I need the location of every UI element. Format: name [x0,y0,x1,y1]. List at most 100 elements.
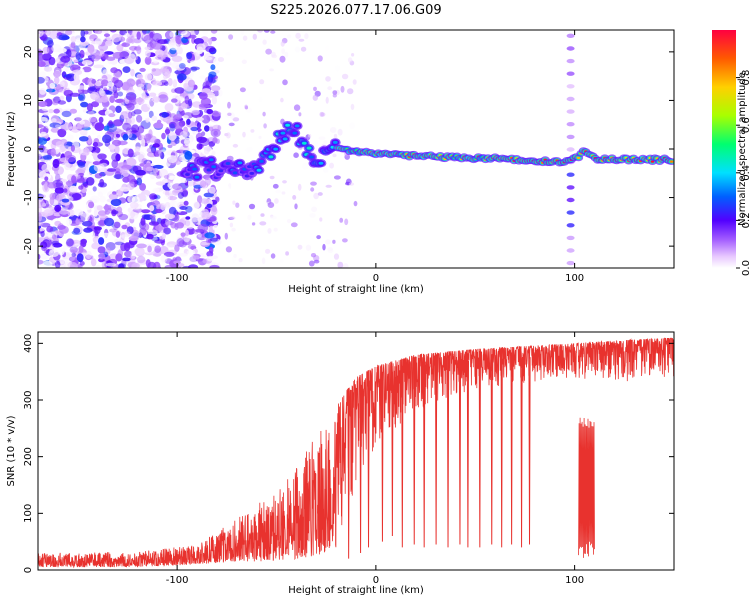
speckle-mark [113,91,119,99]
speckle-mark [102,134,112,144]
speckle-mark [233,253,237,258]
speckle-mark [319,111,325,117]
speckle-mark [282,79,288,86]
speckle-mark [186,52,193,60]
speckle-mark [91,152,99,157]
speckle-mark [151,78,157,86]
speckle-mark [42,53,52,61]
speckle-mark [101,261,107,268]
speckle-mark [196,136,208,143]
speckle-mark [130,211,136,218]
speckle-mark [286,219,292,224]
speckle-mark [186,250,196,255]
speckle-mark [271,125,276,132]
speckle-mark [348,182,355,186]
speckle-mark [41,106,50,111]
speckle-mark [113,79,124,89]
speckle-mark [184,150,193,160]
speckle-mark [168,206,177,216]
snr-dropout [466,349,469,548]
speckle-mark [281,191,286,195]
speckle-mark [91,242,101,250]
speckle-mark [332,90,338,95]
speckle-mark [117,91,124,97]
speckle-mark [295,32,301,39]
speckle-mark [258,96,263,103]
y-tick-label: 100 [23,504,34,523]
ridge-core [237,161,243,165]
ridge-core [280,131,286,135]
speckle-mark [228,122,235,127]
speckle-mark [196,143,203,150]
speckle-mark [137,83,145,91]
speckle-mark [60,174,67,179]
speckle-mark [58,34,70,41]
speckle-mark [208,186,216,194]
speckle-mark [115,133,121,138]
colorbar-tick-label: 0.6 [741,117,750,133]
speckle-mark [298,112,302,117]
speckle-mark [105,40,113,47]
speckle-mark [152,84,160,90]
speckle-mark [206,92,216,98]
speckle-mark [205,238,211,244]
speckle-mark [164,128,171,134]
speckle-mark [332,239,336,244]
speckle-mark [40,241,48,249]
speckle-mark [164,103,174,112]
speckle-mark [82,89,89,94]
fringe-mark [566,46,575,51]
speckle-mark [168,155,177,164]
speckle-mark [161,111,168,118]
speckle-mark [134,247,145,256]
speckle-mark [164,70,171,79]
speckle-mark [205,45,216,53]
x-tick-label: 0 [373,575,379,586]
speckle-mark [310,181,317,186]
speckle-mark [176,73,187,81]
speckle-mark [42,154,53,160]
speckle-mark [352,79,357,85]
speckle-mark [344,218,349,226]
speckle-mark [124,56,135,64]
speckle-mark [333,253,340,260]
speckle-mark [76,178,86,184]
fringe-mark [566,109,575,114]
speckle-mark [126,37,132,44]
speckle-mark [71,193,82,201]
speckle-mark [79,120,85,125]
speckle-mark [234,216,240,221]
speckle-mark [125,157,137,167]
speckle-mark [109,95,115,103]
speckle-mark [38,30,44,38]
speckle-mark [163,251,175,257]
speckle-mark [171,98,178,103]
speckle-mark [82,220,93,227]
speckle-mark [269,175,275,180]
speckle-mark [49,122,61,128]
colorbar-gradient [712,30,736,268]
speckle-mark [47,40,54,48]
speckle-mark [152,187,160,193]
fringe-mark [566,210,575,215]
speckle-mark [270,30,276,34]
speckle-mark [128,235,139,242]
speckle-mark [136,114,143,123]
speckle-mark [66,122,73,131]
speckle-mark [313,192,319,200]
speckle-mark [108,144,116,150]
speckle-mark [65,180,74,186]
snr-marks [38,337,674,569]
speckle-mark [157,39,168,45]
speckle-mark [188,179,194,187]
snr-dropout [423,353,426,548]
snr-dropout [413,355,416,545]
speckle-mark [150,175,156,180]
speckle-mark [69,185,78,193]
speckle-mark [120,167,128,174]
speckle-mark [173,260,181,265]
fringe-mark [566,260,575,266]
speckle-mark [134,146,141,153]
speckle-mark [258,135,262,139]
